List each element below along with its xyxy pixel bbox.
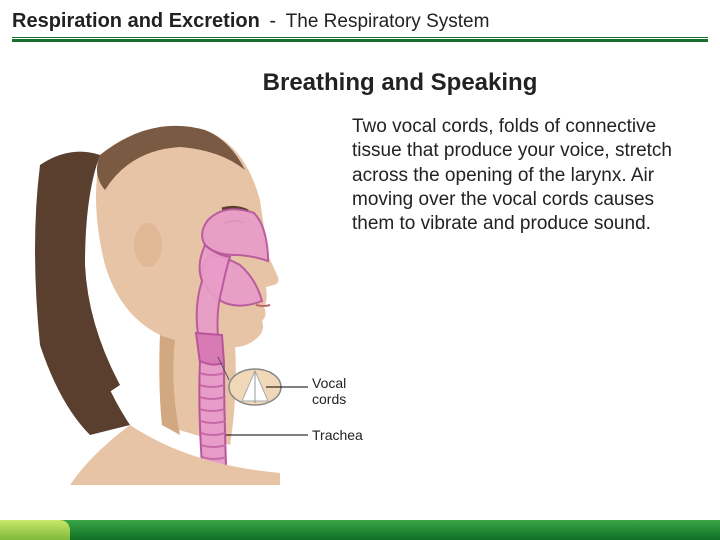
label-vocal-cords: Vocal cords [312,375,360,407]
ear [134,223,162,267]
shoulder [70,425,280,485]
content-area: Vocal cords Trachea Two vocal cords, fol… [0,97,720,517]
header-title: Respiration and Excretion - The Respirat… [12,10,708,33]
header-rule [12,37,708,41]
lips [256,305,270,306]
header-sub: The Respiratory System [286,11,490,32]
footer-bar [0,520,720,540]
anatomy-illustration: Vocal cords Trachea [30,105,360,485]
header-main: Respiration and Excretion [12,10,260,32]
footer-accent [0,520,70,540]
slide-header: Respiration and Excretion - The Respirat… [0,0,720,47]
trachea [199,361,226,465]
label-trachea: Trachea [312,427,363,443]
header-separator: - [269,10,276,32]
body-text: Two vocal cords, folds of connective tis… [352,115,682,237]
section-title: Breathing and Speaking [80,69,720,97]
